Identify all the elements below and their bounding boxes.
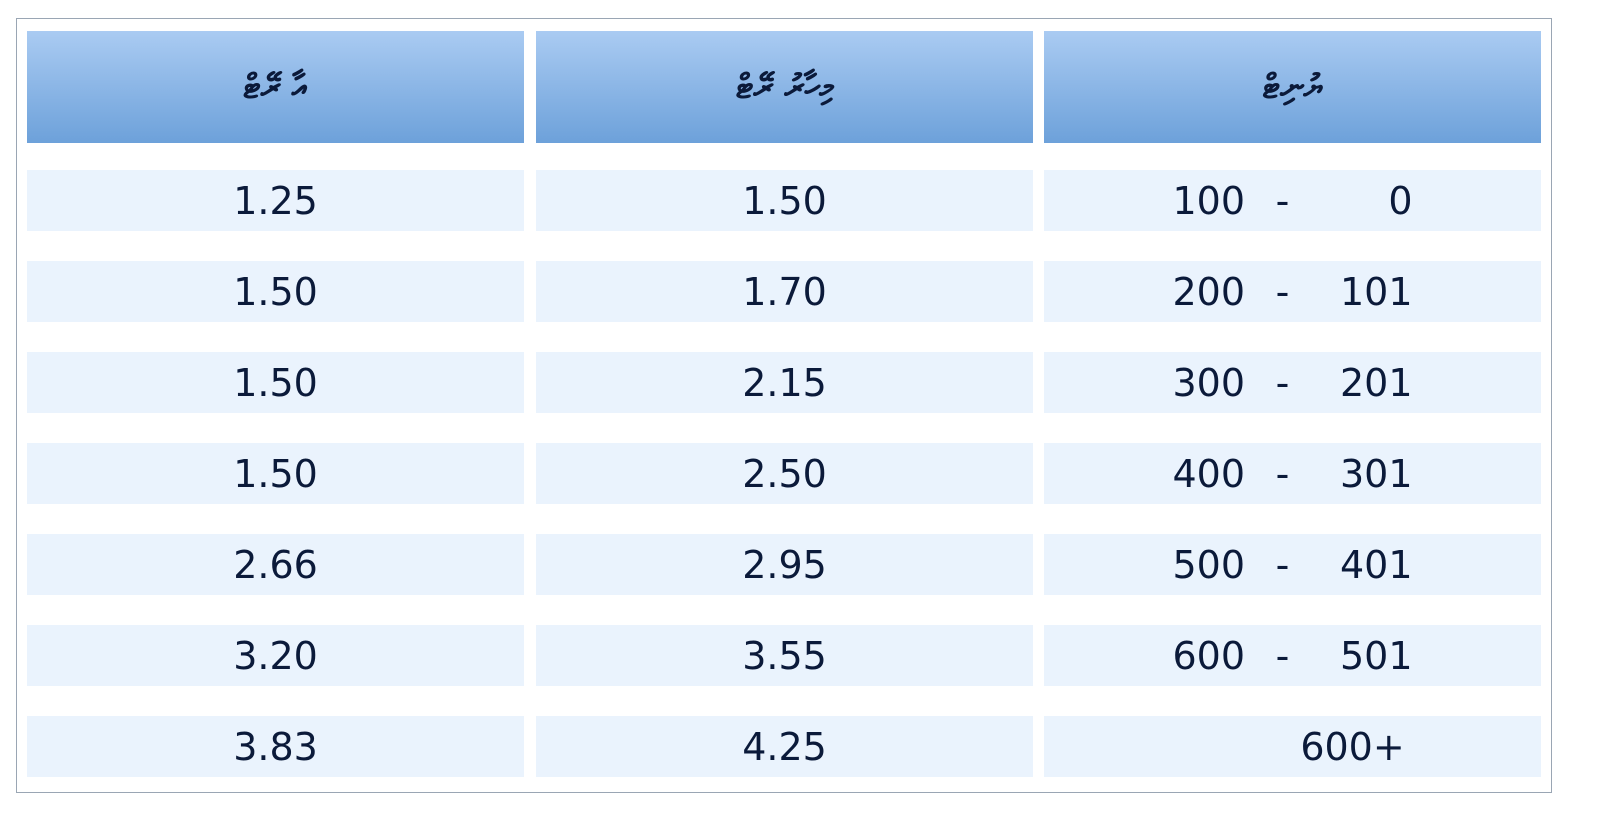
cell-new-rate: 3.83 [27, 716, 524, 777]
units-range: 300- 201 [1173, 361, 1413, 405]
header-new-rate: އާ ރޭޓް [27, 31, 524, 143]
units-separator: - [1275, 451, 1290, 496]
units-units-from: 401 [1339, 542, 1413, 587]
table-frame [16, 18, 1552, 793]
cell-new-rate: 1.25 [27, 170, 524, 231]
units-units-to: 400 [1172, 451, 1246, 496]
units-separator: - [1275, 360, 1290, 405]
units-label: 600+ [1300, 724, 1405, 769]
cell-new-rate: 2.66 [27, 534, 524, 595]
units-units-to: 500 [1172, 542, 1246, 587]
cell-units: 100- 0 [1044, 170, 1541, 231]
units-range: 600- 501 [1173, 634, 1413, 678]
cell-new-rate: 1.50 [27, 443, 524, 504]
cell-current-rate: 4.25 [536, 716, 1033, 777]
cell-current-rate: 1.70 [536, 261, 1033, 322]
units-separator: - [1275, 178, 1290, 223]
units-range: 200- 101 [1173, 270, 1413, 314]
units-range: 500- 401 [1173, 543, 1413, 587]
units-units-to: 100 [1172, 178, 1246, 223]
cell-current-rate: 2.50 [536, 443, 1033, 504]
cell-current-rate: 1.50 [536, 170, 1033, 231]
units-units-from: 501 [1339, 633, 1413, 678]
units-units-from: 201 [1339, 360, 1413, 405]
cell-current-rate: 2.15 [536, 352, 1033, 413]
units-units-to: 200 [1172, 269, 1246, 314]
units-separator: - [1275, 269, 1290, 314]
units-units-from: 301 [1339, 451, 1413, 496]
cell-units: 600+ [1044, 716, 1541, 777]
cell-units: 500- 401 [1044, 534, 1541, 595]
units-range: 400- 301 [1173, 452, 1413, 496]
cell-units: 200- 101 [1044, 261, 1541, 322]
units-units-to: 600 [1172, 633, 1246, 678]
units-range: 100- 0 [1173, 179, 1413, 223]
units-separator: - [1275, 542, 1290, 587]
units-units-from: 0 [1388, 178, 1413, 223]
cell-new-rate: 1.50 [27, 352, 524, 413]
cell-new-rate: 3.20 [27, 625, 524, 686]
header-current-rate: މިހާރު ރޭޓް [536, 31, 1033, 143]
units-separator: - [1275, 633, 1290, 678]
cell-new-rate: 1.50 [27, 261, 524, 322]
cell-units: 600- 501 [1044, 625, 1541, 686]
units-units-to: 300 [1172, 360, 1246, 405]
cell-current-rate: 2.95 [536, 534, 1033, 595]
header-units: ޔުނިޓް [1044, 31, 1541, 143]
units-units-from: 101 [1339, 269, 1413, 314]
cell-units: 400- 301 [1044, 443, 1541, 504]
cell-units: 300- 201 [1044, 352, 1541, 413]
cell-current-rate: 3.55 [536, 625, 1033, 686]
